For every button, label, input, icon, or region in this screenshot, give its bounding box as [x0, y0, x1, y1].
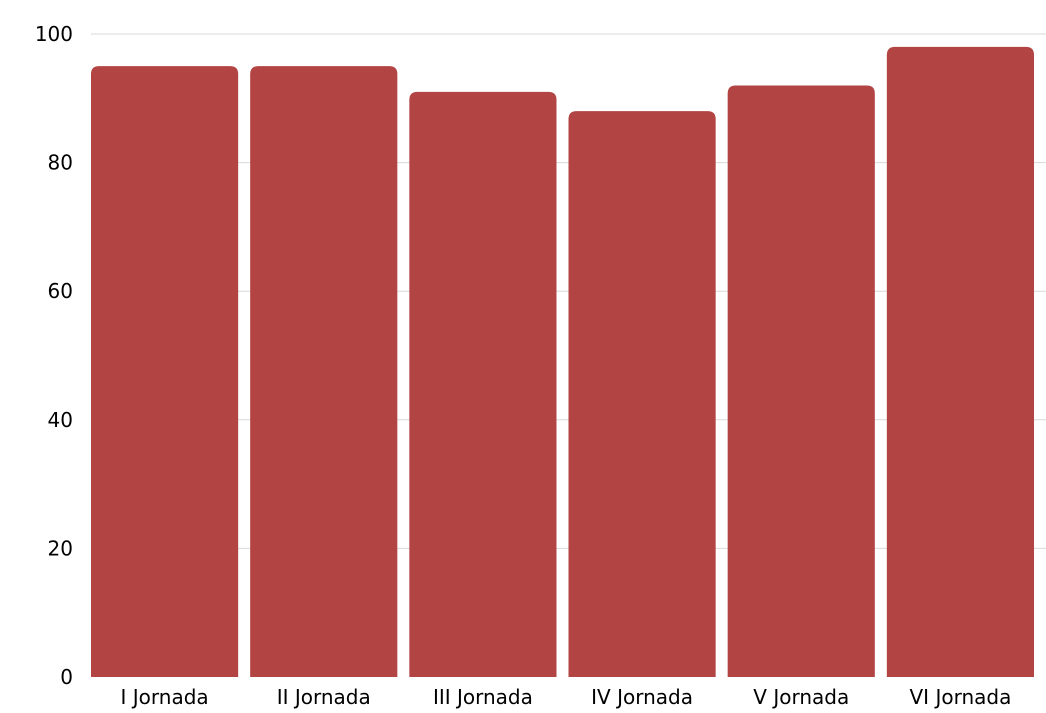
y-tick-label: 100 [35, 22, 73, 46]
y-tick-label: 20 [48, 536, 73, 560]
x-axis: I Jornada II Jornada III Jornada IV Jornada… [121, 685, 1012, 709]
y-tick-label: 80 [48, 151, 73, 175]
y-tick-label: 0 [60, 665, 73, 689]
x-tick-label: VI Jornada [910, 685, 1012, 709]
y-axis: 0 20 40 60 80 100 [35, 22, 73, 689]
x-tick-label: III Jornada [433, 685, 533, 709]
bar-6 [886, 46, 1034, 678]
bar-3 [409, 91, 557, 678]
x-tick-label: II Jornada [277, 685, 371, 709]
bar-1 [91, 66, 239, 677]
bar-2 [250, 66, 398, 677]
y-tick-label: 40 [48, 408, 73, 432]
bar-4 [568, 111, 716, 677]
bar-5 [727, 85, 875, 677]
bars [91, 46, 1034, 678]
x-tick-label: V Jornada [753, 685, 849, 709]
x-tick-label: IV Jornada [591, 685, 693, 709]
x-tick-label: I Jornada [121, 685, 209, 709]
y-tick-label: 60 [48, 279, 73, 303]
